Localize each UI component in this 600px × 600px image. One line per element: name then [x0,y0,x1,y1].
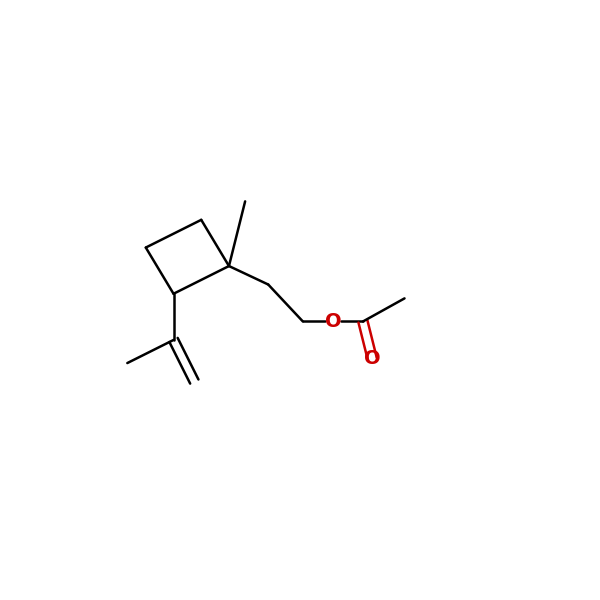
Text: O: O [364,349,380,368]
Text: O: O [325,312,341,331]
